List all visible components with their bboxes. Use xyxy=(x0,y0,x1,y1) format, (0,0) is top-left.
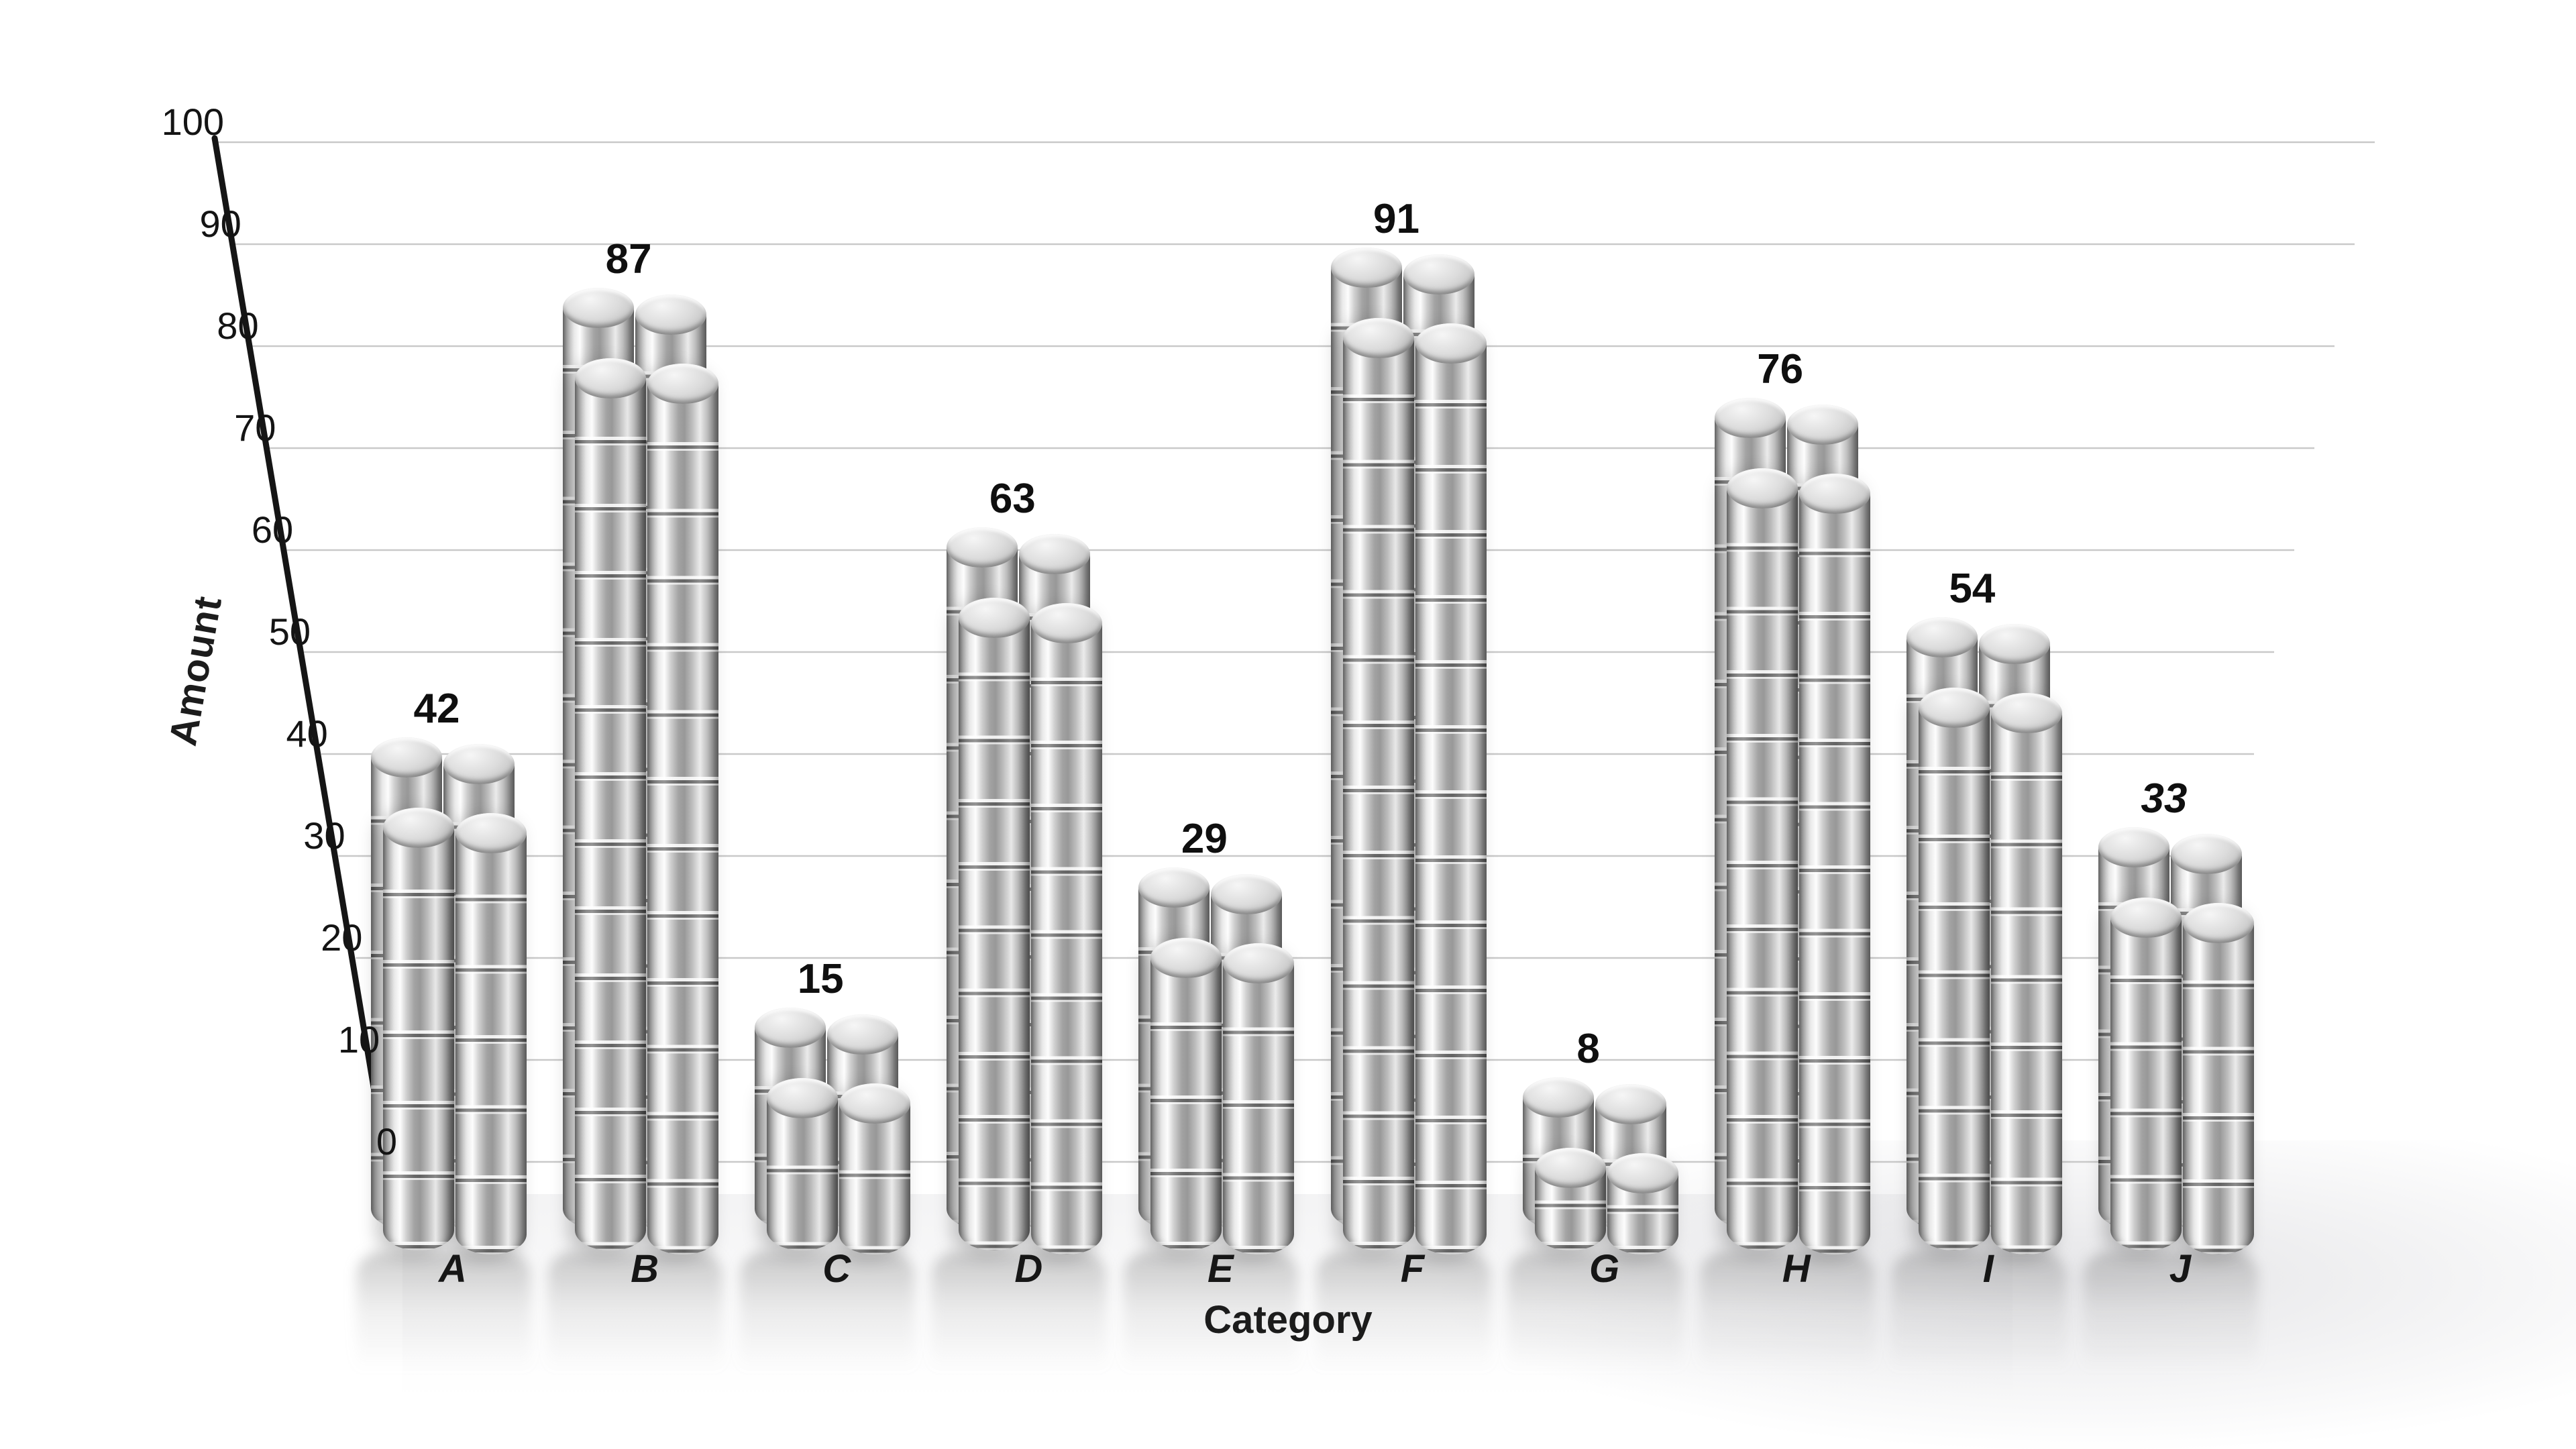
coin-stack-body xyxy=(2182,923,2254,1254)
coin-stack-cap xyxy=(455,813,527,854)
category-label-J: J xyxy=(2169,1247,2192,1291)
value-label-D: 63 xyxy=(989,476,1036,523)
category-label-H: H xyxy=(1782,1247,1811,1291)
coin-stack-cap xyxy=(1522,1077,1594,1118)
y-tick-label-30: 30 xyxy=(303,814,345,857)
coin-stack-body xyxy=(839,1103,911,1254)
coin-stack-cap xyxy=(371,737,442,778)
coin-stack-cap xyxy=(1990,693,2062,734)
value-label-A: 42 xyxy=(413,686,460,733)
coin-stack-cap xyxy=(1918,688,1990,729)
coin-stack-cap xyxy=(959,598,1030,639)
y-tick-label-0: 0 xyxy=(376,1120,397,1163)
coin-stack-cap xyxy=(1607,1152,1678,1193)
coin-stack-body xyxy=(767,1097,839,1250)
value-label-E: 29 xyxy=(1181,815,1228,862)
coin-stack-body xyxy=(575,378,647,1250)
coin-stack-body xyxy=(1031,623,1103,1254)
coin-stack-cap xyxy=(1403,254,1474,295)
coin-stack-cap xyxy=(1150,937,1222,978)
y-tick-label-90: 90 xyxy=(199,203,241,245)
coin-stack-cap xyxy=(755,1007,826,1048)
category-label-G: G xyxy=(1589,1247,1620,1291)
coin-stack-cap xyxy=(1031,603,1103,644)
y-tick-label-20: 20 xyxy=(321,916,363,959)
coin-stack-cap xyxy=(1906,617,1978,658)
coin-stack-cap xyxy=(1786,404,1858,445)
coin-stack-cap xyxy=(1019,534,1091,575)
coin-stack-cap xyxy=(1978,624,2050,665)
category-label-F: F xyxy=(1400,1247,1425,1291)
coin-stack-cap xyxy=(827,1014,899,1055)
coin-stack-body xyxy=(1415,343,1487,1254)
y-tick-label-80: 80 xyxy=(217,305,259,347)
coin-stack-cap xyxy=(635,294,707,335)
y-tick-label-70: 70 xyxy=(234,407,276,449)
y-tick-label-40: 40 xyxy=(286,712,328,755)
value-label-G: 8 xyxy=(1576,1025,1600,1072)
value-label-B: 87 xyxy=(605,235,652,282)
coin-stack-cap xyxy=(563,287,635,328)
coin-stack-cap xyxy=(1211,873,1283,914)
category-label-A: A xyxy=(439,1247,467,1291)
y-tick-label-100: 100 xyxy=(161,101,224,143)
coin-stack-cap xyxy=(1534,1147,1606,1188)
coin-stack-body xyxy=(647,383,719,1254)
category-label-C: C xyxy=(822,1247,851,1291)
coin-stack-body xyxy=(455,833,527,1254)
value-label-C: 15 xyxy=(797,955,844,1002)
coin-stack-cap xyxy=(947,527,1018,568)
coin-stack-cap xyxy=(383,808,454,849)
coin-stack-cap xyxy=(1223,943,1295,983)
coin-stack-cap xyxy=(839,1083,911,1124)
coin-stack-body xyxy=(1342,338,1414,1250)
value-label-I: 54 xyxy=(1949,566,1996,612)
coin-stack-body xyxy=(2110,918,2182,1250)
value-label-F: 91 xyxy=(1373,196,1419,243)
coin-stack-cap xyxy=(575,358,647,398)
coin-stack-cap xyxy=(1799,473,1870,514)
coin-stack-cap xyxy=(1138,867,1210,908)
y-tick-label-10: 10 xyxy=(337,1018,380,1061)
category-label-D: D xyxy=(1014,1247,1043,1291)
coin-stack-body xyxy=(1918,708,1990,1250)
coin-stack-body xyxy=(1799,493,1870,1254)
x-axis-title: Category xyxy=(1203,1298,1373,1342)
coin-stack-body xyxy=(1990,713,2062,1254)
coin-stack-cap xyxy=(1330,248,1402,288)
coin-stack-body xyxy=(1726,488,1798,1250)
value-label-H: 76 xyxy=(1757,345,1804,392)
coin-stack-cap xyxy=(1342,318,1414,359)
coin-stack-body xyxy=(1223,963,1295,1254)
category-label-B: B xyxy=(631,1247,659,1291)
y-tick-label-50: 50 xyxy=(268,610,311,653)
coin-stack-cap xyxy=(1595,1083,1666,1124)
coin-stack-cap xyxy=(2182,903,2254,944)
coin-stack-body xyxy=(1150,957,1222,1250)
coin-stack-cap xyxy=(2098,827,2169,868)
coin-stack-cap xyxy=(2170,834,2242,875)
coin-stack-cap xyxy=(1726,468,1798,508)
y-tick-label-60: 60 xyxy=(251,508,294,551)
value-label-J: 33 xyxy=(2141,775,2188,822)
category-label-E: E xyxy=(1208,1247,1234,1291)
coin-stack-cap xyxy=(1714,397,1786,438)
coin-stack-cap xyxy=(2110,898,2182,938)
coin-stack-cap xyxy=(1415,323,1487,364)
coin-stack-cap xyxy=(443,744,515,785)
category-label-I: I xyxy=(1982,1247,1994,1291)
coin-stack-cap xyxy=(647,363,719,404)
y-axis-line xyxy=(211,135,391,1175)
coin-stack-body xyxy=(959,618,1030,1250)
coin-stack-cap xyxy=(767,1077,839,1118)
coin-stack-body xyxy=(383,828,454,1250)
